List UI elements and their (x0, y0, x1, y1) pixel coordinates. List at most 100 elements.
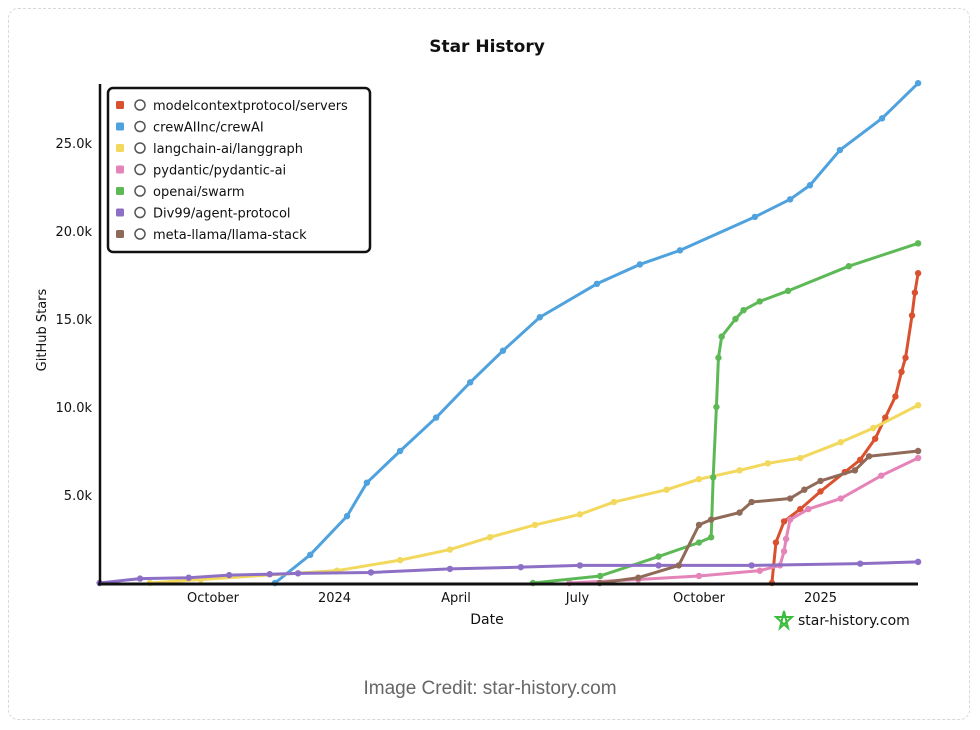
data-point (797, 505, 804, 513)
data-point (536, 314, 544, 321)
data-point (596, 572, 604, 580)
data-point (914, 79, 922, 87)
legend-swatch (116, 165, 124, 174)
data-point (856, 560, 864, 567)
data-point (655, 562, 662, 569)
data-point (871, 435, 879, 442)
data-point (817, 488, 824, 495)
legend-label: crewAIInc/crewAI (153, 121, 264, 136)
data-point (707, 534, 715, 541)
data-point (446, 565, 454, 573)
data-point (185, 574, 192, 581)
series-line (770, 271, 920, 585)
data-point (784, 287, 792, 295)
data-point (675, 562, 682, 569)
data-point (695, 572, 703, 580)
data-point (446, 546, 454, 553)
data-point (914, 270, 922, 277)
mcp-icon (134, 99, 146, 111)
watermark-text: star-history.com (798, 613, 910, 629)
data-point (845, 263, 853, 270)
data-point (695, 539, 703, 546)
data-point (576, 562, 584, 569)
data-point (856, 456, 864, 463)
legend-swatch (116, 230, 124, 238)
x-tick-label: October (187, 591, 240, 606)
legend-label: langchain-ai/langgraph (153, 142, 303, 157)
data-point (869, 424, 877, 432)
y-tick-label: 15.0k (56, 313, 93, 328)
data-point (806, 182, 814, 189)
data-point (707, 516, 715, 523)
x-tick-label: 2024 (318, 591, 351, 606)
data-point (740, 307, 747, 314)
legend-label: Div99/agent-protocol (153, 207, 291, 222)
data-point (836, 146, 844, 154)
data-point (914, 240, 922, 247)
pydantic-icon (134, 163, 146, 176)
data-point (878, 472, 885, 479)
data-point (709, 474, 717, 481)
data-point (736, 509, 743, 516)
legend-swatch (116, 101, 124, 109)
y-tick-label: 25.0k (56, 137, 93, 152)
data-point (715, 354, 722, 361)
data-point (676, 247, 684, 254)
openai-icon (134, 185, 146, 197)
data-point (797, 454, 804, 462)
series-line (98, 560, 920, 585)
data-point (636, 261, 644, 268)
data-point (736, 467, 743, 474)
data-point (718, 333, 725, 340)
data-point (748, 498, 755, 506)
data-point (748, 562, 755, 569)
data-point (882, 414, 889, 421)
legend-label: openai/swarm (153, 185, 245, 200)
data-point (786, 495, 794, 502)
y-tick-label: 20.0k (56, 225, 93, 240)
data-point (499, 347, 507, 354)
data-point (343, 512, 351, 520)
data-point (363, 479, 371, 486)
data-point (531, 521, 539, 529)
x-axis-label: Date (470, 612, 503, 628)
y-tick-label: 10.0k (56, 401, 93, 416)
chart-card (8, 8, 970, 720)
legend-swatch (116, 144, 124, 152)
data-point (367, 569, 375, 576)
data-point (914, 402, 922, 409)
x-tick-label: July (565, 591, 590, 606)
data-point (610, 498, 618, 506)
data-point (801, 486, 808, 493)
chart-title: Star History (429, 37, 545, 57)
data-point (635, 574, 642, 581)
series-crewaiinc-crewai (271, 79, 922, 587)
data-point (266, 571, 273, 578)
data-point (226, 571, 233, 579)
series-line (148, 403, 920, 585)
x-tick-label: October (673, 591, 726, 606)
legend-swatch (116, 122, 124, 131)
data-point (517, 563, 524, 571)
data-point (786, 196, 794, 203)
legend-label: meta-llama/llama-stack (153, 228, 307, 243)
data-point (902, 354, 909, 361)
watermark: star-history.com (773, 610, 910, 631)
y-axis-label: GitHub Stars (35, 288, 50, 371)
data-point (878, 115, 886, 122)
data-point (663, 486, 670, 493)
series-langchain-ai-langgraph (146, 402, 922, 587)
data-point (486, 534, 494, 541)
data-point (695, 475, 703, 483)
data-point (396, 556, 404, 564)
series-div99-agent-protocol (96, 558, 922, 587)
legend-swatch (116, 208, 124, 217)
y-tick-label: 5.0k (64, 489, 93, 504)
data-point (914, 558, 922, 566)
data-point (780, 548, 788, 555)
data-point (756, 567, 763, 574)
data-point (396, 447, 404, 455)
meta-icon (134, 228, 146, 240)
x-tick-label: April (441, 591, 471, 606)
